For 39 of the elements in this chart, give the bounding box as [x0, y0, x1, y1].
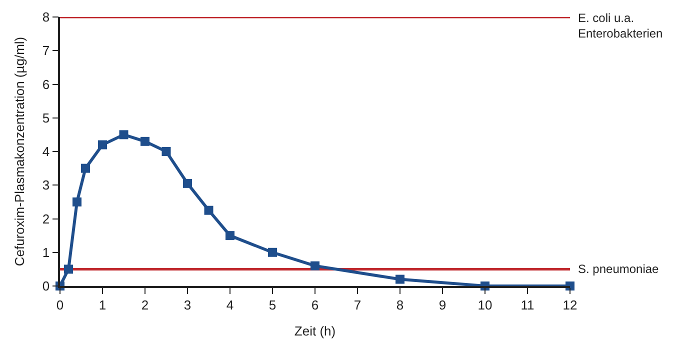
- y-tick-label: 3: [42, 178, 50, 193]
- x-tick-label: 3: [184, 297, 192, 312]
- point: [183, 178, 192, 188]
- point: [98, 140, 107, 150]
- point: [204, 206, 214, 215]
- x-axis-title: Zeit (h): [294, 323, 336, 338]
- ref-line-label: E. coli u.a. Enterobakterien: [578, 11, 663, 41]
- point: [268, 248, 277, 257]
- y-tick-label: 4: [42, 144, 50, 160]
- y-tick-label: 1: [42, 244, 50, 260]
- y-tick-label: 7: [42, 43, 50, 58]
- y-tick-label: 8: [42, 10, 50, 25]
- x-tick-label: 6: [311, 297, 319, 312]
- y-tick-label: 6: [42, 76, 50, 92]
- point: [162, 147, 171, 156]
- x-tick-label: 12: [562, 297, 578, 312]
- y-axis-title: Cefuroxim-Plasmakonzentration (µg/ml): [12, 36, 27, 266]
- x-tick-label: 10: [478, 297, 492, 312]
- x-tick-label: 1: [98, 297, 106, 312]
- point: [140, 136, 150, 146]
- point: [72, 197, 82, 206]
- x-tick-label: 8: [396, 297, 404, 312]
- point: [396, 274, 404, 284]
- point: [81, 164, 90, 173]
- ref-line-label: S. pneumoniae: [578, 262, 660, 276]
- point: [119, 130, 128, 140]
- x-tick-label: 2: [141, 297, 149, 312]
- point: [226, 231, 234, 240]
- x-tick-label: 7: [354, 297, 362, 312]
- x-tick-label: 0: [56, 297, 64, 312]
- x-tick-label: 9: [438, 297, 446, 312]
- point: [310, 261, 320, 270]
- x-tick-label: 5: [268, 297, 276, 312]
- x-tick-label: 11: [520, 297, 534, 312]
- y-tick-label: 0: [42, 278, 50, 294]
- point: [64, 264, 73, 274]
- y-tick-label: 5: [42, 110, 50, 126]
- x-tick-label: 4: [226, 297, 234, 312]
- y-tick-label: 2: [42, 211, 50, 226]
